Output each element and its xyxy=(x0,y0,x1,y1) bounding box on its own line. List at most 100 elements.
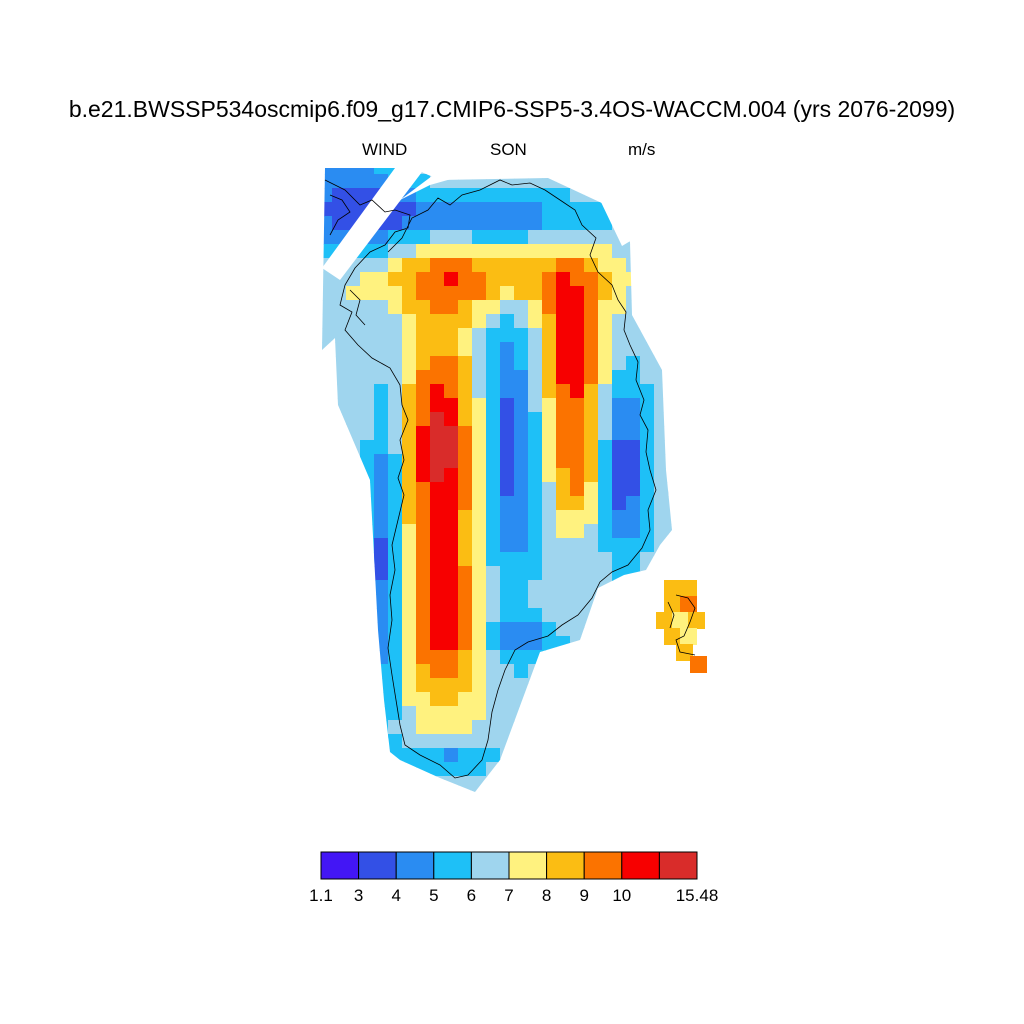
grid-cell xyxy=(416,524,431,539)
map-title: b.e21.BWSSP534oscmip6.f09_g17.CMIP6-SSP5… xyxy=(68,96,956,122)
colorbar-tick-label: 9 xyxy=(579,886,589,905)
grid-cell xyxy=(346,202,361,217)
grid-cell xyxy=(668,482,672,497)
grid-cell xyxy=(416,650,431,665)
grid-cell xyxy=(640,244,655,259)
grid-cell xyxy=(500,594,515,609)
grid-cell xyxy=(360,168,375,175)
grid-cell xyxy=(612,692,627,707)
grid-cell xyxy=(416,706,431,721)
grid-cell xyxy=(332,202,347,217)
grid-cell xyxy=(556,650,571,665)
grid-cell xyxy=(640,482,655,497)
grid-cell xyxy=(542,734,557,749)
grid-cell xyxy=(374,168,389,175)
grid-cell xyxy=(570,384,585,399)
grid-cell xyxy=(612,748,627,763)
grid-cell xyxy=(416,566,431,581)
grid-cell xyxy=(528,370,543,385)
grid-cell xyxy=(322,762,333,777)
grid-cell xyxy=(598,594,613,609)
grid-cell xyxy=(640,356,655,371)
grid-cell xyxy=(360,790,375,792)
grid-cell xyxy=(486,762,501,777)
grid-cell xyxy=(402,678,417,693)
grid-cell xyxy=(416,552,431,567)
grid-cell xyxy=(360,678,375,693)
grid-cell xyxy=(584,552,599,567)
grid-cell xyxy=(598,538,613,553)
grid-cell xyxy=(612,314,627,329)
grid-cell xyxy=(500,538,515,553)
grid-cell xyxy=(486,230,501,245)
grid-cell xyxy=(668,216,672,231)
grid-cell xyxy=(332,608,347,623)
grid-cell xyxy=(528,594,543,609)
grid-cell xyxy=(416,664,431,679)
grid-cell xyxy=(360,468,375,483)
grid-cell xyxy=(388,426,403,441)
grid-cell xyxy=(360,188,375,203)
grid-cell xyxy=(612,258,627,273)
grid-cell xyxy=(444,440,459,455)
grid-cell xyxy=(402,720,417,735)
grid-cell xyxy=(322,230,333,245)
grid-cell xyxy=(500,328,515,343)
grid-cell xyxy=(416,258,431,273)
grid-cell xyxy=(322,706,333,721)
grid-cell xyxy=(486,314,501,329)
grid-cell xyxy=(514,580,529,595)
grid-cell xyxy=(570,482,585,497)
grid-cell xyxy=(402,524,417,539)
grid-cell xyxy=(528,244,543,259)
grid-cell xyxy=(360,496,375,511)
grid-cell xyxy=(626,412,641,427)
grid-cell xyxy=(556,692,571,707)
grid-cell xyxy=(528,650,543,665)
grid-cell xyxy=(514,468,529,483)
grid-cell xyxy=(360,524,375,539)
grid-cell xyxy=(402,594,417,609)
grid-cell xyxy=(416,370,431,385)
grid-cell xyxy=(430,496,445,511)
grid-cell xyxy=(430,482,445,497)
grid-cell xyxy=(500,286,515,301)
grid-cell xyxy=(556,216,571,231)
grid-cell xyxy=(374,734,389,749)
grid-cell xyxy=(374,328,389,343)
grid-cell xyxy=(668,412,672,427)
grid-cell xyxy=(374,496,389,511)
grid-cell xyxy=(416,412,431,427)
grid-cell xyxy=(584,356,599,371)
grid-cell xyxy=(556,370,571,385)
grid-cell xyxy=(430,790,445,792)
grid-cell xyxy=(500,370,515,385)
grid-cell xyxy=(388,314,403,329)
grid-cell xyxy=(472,272,487,287)
grid-cell xyxy=(528,608,543,623)
grid-cell xyxy=(542,720,557,735)
grid-cell xyxy=(556,776,571,791)
grid-cell xyxy=(640,370,655,385)
grid-cell xyxy=(500,468,515,483)
grid-cell xyxy=(416,202,431,217)
grid-cell xyxy=(654,692,669,707)
grid-cell xyxy=(374,678,389,693)
grid-cell xyxy=(668,454,672,469)
grid-cell xyxy=(542,580,557,595)
grid-cell xyxy=(612,790,627,792)
grid-cell xyxy=(514,678,529,693)
grid-cell xyxy=(472,300,487,315)
grid-cell xyxy=(332,566,347,581)
grid-cell xyxy=(584,426,599,441)
grid-cell xyxy=(374,664,389,679)
grid-cell xyxy=(458,216,473,231)
grid-cell xyxy=(612,342,627,357)
grid-cell xyxy=(322,482,333,497)
grid-cell xyxy=(472,174,487,189)
grid-cell xyxy=(570,622,585,637)
grid-cell xyxy=(640,664,655,679)
grid-cell xyxy=(612,328,627,343)
grid-cell xyxy=(332,594,347,609)
